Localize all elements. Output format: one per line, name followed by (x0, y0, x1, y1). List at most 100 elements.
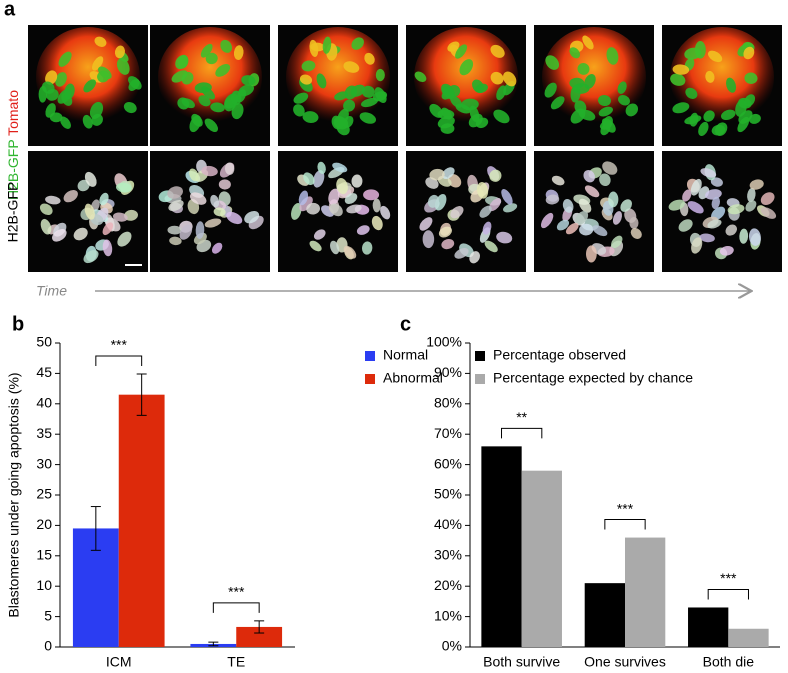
nucleus (747, 187, 756, 203)
legend-label: Percentage expected by chance (493, 370, 693, 386)
nucleus (760, 192, 775, 205)
y-tick-label: 60% (434, 455, 462, 471)
nucleus (372, 198, 381, 213)
x-tick-label: Both die (703, 654, 755, 670)
nucleus (703, 110, 715, 122)
nucleus (540, 212, 554, 229)
nucleus (301, 60, 316, 72)
nucleus (479, 205, 492, 218)
nucleus (215, 63, 231, 77)
nucleus (438, 226, 452, 238)
nucleus (204, 118, 218, 133)
nucleus (685, 87, 698, 99)
nucleus (334, 91, 349, 101)
y-tick-label: 70% (434, 425, 462, 441)
nucleus (291, 202, 302, 220)
nucleus (450, 206, 464, 219)
nucleus (167, 186, 183, 199)
nucleus (45, 103, 56, 118)
nucleus (350, 84, 365, 97)
nucleus (490, 44, 505, 58)
nucleus (484, 240, 498, 253)
nucleus (83, 79, 96, 93)
nucleus (344, 193, 358, 205)
nucleus (210, 194, 220, 208)
nucleus (293, 92, 309, 104)
nucleus (330, 240, 340, 255)
nucleus (598, 106, 613, 117)
nucleus (454, 247, 469, 259)
nucleus (579, 223, 594, 236)
nucleus (682, 189, 692, 202)
nucleus (329, 203, 343, 217)
nucleus (218, 179, 231, 190)
nucleus (711, 196, 720, 210)
nucleus (419, 217, 433, 231)
nucleus (336, 121, 350, 136)
nucleus (169, 236, 182, 246)
nucleus (343, 99, 356, 112)
nucleus (489, 169, 502, 182)
nucleus (346, 204, 362, 214)
nucleus (84, 203, 95, 220)
nucleus (102, 222, 114, 236)
nucleus (64, 83, 75, 100)
nucleus (189, 168, 199, 182)
nucleus (201, 165, 218, 177)
nucleus (612, 211, 623, 225)
nucleus (303, 172, 315, 186)
y-axis-label: Blastomeres under going apoptosis (%) (6, 372, 22, 617)
nucleus (490, 71, 504, 85)
nucleus (461, 98, 479, 111)
nucleus (727, 204, 745, 215)
nucleus (359, 112, 377, 124)
y-tick-label: 30% (434, 547, 462, 563)
nucleus (569, 47, 581, 59)
nucleus (743, 46, 755, 60)
nucleus (63, 189, 78, 203)
nucleus (670, 73, 686, 86)
row-label: H2B-GFP Tomato (5, 90, 21, 200)
nucleus (58, 51, 72, 67)
nucleus (700, 168, 717, 178)
significance-bracket (95, 355, 143, 367)
nucleus (372, 91, 388, 102)
nucleus (710, 177, 723, 187)
nucleus (198, 95, 211, 107)
nucleus (293, 104, 305, 117)
nucleus (343, 245, 357, 259)
nucleus (572, 83, 590, 94)
nucleus (73, 227, 88, 241)
nucleus (336, 178, 348, 195)
nucleus (233, 45, 244, 60)
x-tick-label: Both survive (483, 654, 560, 670)
y-tick-label: 80% (434, 395, 462, 411)
nucleus (92, 56, 104, 71)
nucleus (39, 203, 53, 216)
nucleus (179, 224, 193, 240)
nucleus (725, 224, 737, 236)
significance-bracket (707, 588, 749, 600)
nucleus (299, 74, 313, 85)
nucleus (705, 70, 715, 83)
nucleus (322, 36, 332, 54)
nucleus (226, 211, 243, 225)
y-tick-label: 35 (36, 425, 52, 441)
nucleus (575, 210, 589, 225)
bar (118, 394, 165, 647)
nucleus (550, 96, 565, 110)
nucleus (744, 72, 758, 84)
nucleus (707, 219, 722, 229)
nucleus (475, 117, 489, 129)
nucleus (306, 202, 321, 215)
nucleus (201, 86, 216, 100)
bar (584, 583, 625, 647)
nucleus (602, 116, 613, 130)
nucleus (310, 42, 325, 52)
bar (521, 470, 562, 647)
nucleus (97, 70, 110, 83)
nucleus (298, 190, 309, 206)
nucleus (544, 82, 557, 98)
nucleus (175, 55, 188, 70)
nucleus (748, 228, 761, 246)
